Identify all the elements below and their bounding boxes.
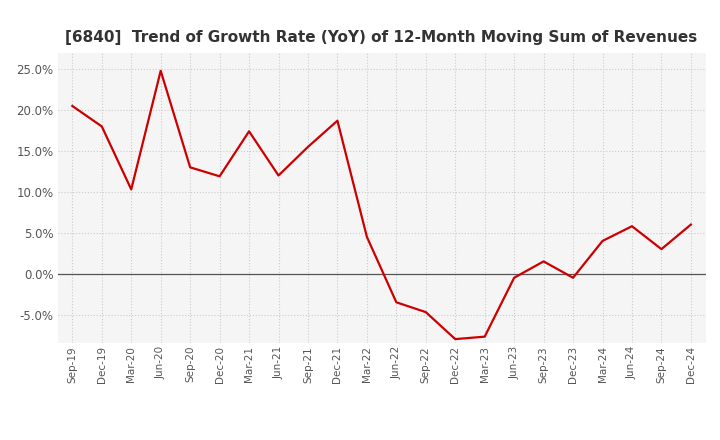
Title: [6840]  Trend of Growth Rate (YoY) of 12-Month Moving Sum of Revenues: [6840] Trend of Growth Rate (YoY) of 12-… <box>66 29 698 45</box>
